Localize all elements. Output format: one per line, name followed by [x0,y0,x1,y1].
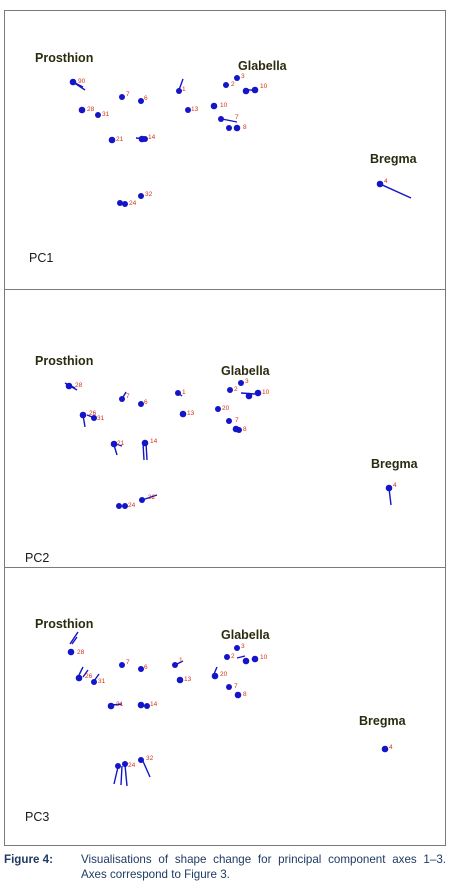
pc2-prosthion-label: Prosthion [35,354,93,368]
svg-text:21: 21 [116,701,124,708]
svg-text:32: 32 [145,191,153,198]
svg-text:3: 3 [245,378,249,385]
pc2-axis-label: PC2 [25,551,49,565]
svg-text:13: 13 [184,676,192,683]
svg-text:3: 3 [241,73,245,80]
svg-text:10: 10 [262,389,270,396]
svg-text:3: 3 [241,643,245,650]
pc3-axis-label: PC3 [25,810,49,824]
figure-number: Figure 4: [4,853,53,866]
pc3-glabella-label: Glabella [221,628,271,642]
pc2-bregma-label: Bregma [371,457,419,471]
pc1-landmark-numbers: 90 28 31 7 6 1 21 14 24 32 13 10 2 3 10 7 8 4 [78,73,388,207]
svg-text:90: 90 [78,78,86,85]
svg-text:24: 24 [128,762,136,769]
svg-text:31: 31 [102,111,110,118]
svg-text:7: 7 [126,91,130,98]
svg-text:8: 8 [243,124,247,131]
svg-text:13: 13 [191,106,199,113]
pc1-bregma-label: Bregma [370,152,418,166]
pc1-prosthion-label: Prosthion [35,51,93,65]
svg-text:7: 7 [235,114,239,121]
svg-text:4: 4 [393,482,397,489]
svg-text:4: 4 [389,744,393,751]
svg-text:14: 14 [148,134,156,141]
svg-text:6: 6 [144,664,148,671]
svg-text:26: 26 [85,673,93,680]
pc1-glabella-label: Glabella [238,59,288,73]
svg-text:28: 28 [87,106,95,113]
pc1-landmark-points [69,75,384,207]
svg-text:8: 8 [243,426,247,433]
svg-text:6: 6 [144,399,148,406]
panel-pc1: 90 28 31 7 6 1 21 14 24 32 13 10 2 3 10 7 8 4 Prost… [5,11,445,289]
svg-text:28: 28 [75,382,83,389]
svg-text:32: 32 [146,755,154,762]
pc1-landmark-plot: 90 28 31 7 6 1 21 14 24 32 13 10 2 3 10 7 8 4 Prost… [29,51,418,265]
svg-text:10: 10 [220,102,228,109]
pc3-vectors [69,631,246,787]
svg-text:1: 1 [182,86,186,93]
svg-text:20: 20 [220,671,228,678]
svg-text:21: 21 [116,136,124,143]
svg-text:14: 14 [150,438,158,445]
svg-text:2: 2 [231,653,235,660]
svg-text:1: 1 [182,389,186,396]
svg-text:21: 21 [117,440,125,447]
svg-text:20: 20 [222,405,230,412]
svg-text:28: 28 [77,649,85,656]
svg-text:7: 7 [234,683,238,690]
svg-text:4: 4 [384,178,388,185]
svg-text:10: 10 [260,83,268,90]
svg-text:26: 26 [89,410,97,417]
svg-text:31: 31 [97,415,105,422]
pc2-landmark-points [65,380,393,509]
svg-text:13: 13 [187,410,195,417]
svg-text:8: 8 [243,691,247,698]
svg-text:6: 6 [144,95,148,102]
svg-text:24: 24 [128,502,136,509]
svg-text:7: 7 [126,393,130,400]
svg-text:1: 1 [179,657,183,664]
pc2-glabella-label: Glabella [221,364,271,378]
pc3-bregma-label: Bregma [359,714,407,728]
svg-text:10: 10 [260,654,268,661]
svg-text:32: 32 [148,494,156,501]
svg-text:7: 7 [235,417,239,424]
pc3-landmark-points [67,645,389,769]
pc1-axis-label: PC1 [29,251,53,265]
svg-text:24: 24 [129,200,137,207]
svg-text:7: 7 [126,659,130,666]
svg-text:31: 31 [98,678,106,685]
pc3-prosthion-label: Prosthion [35,617,93,631]
caption-text: Visualisations of shape change for princ… [81,853,446,881]
svg-text:2: 2 [231,81,235,88]
svg-text:2: 2 [234,386,238,393]
svg-text:14: 14 [150,701,158,708]
